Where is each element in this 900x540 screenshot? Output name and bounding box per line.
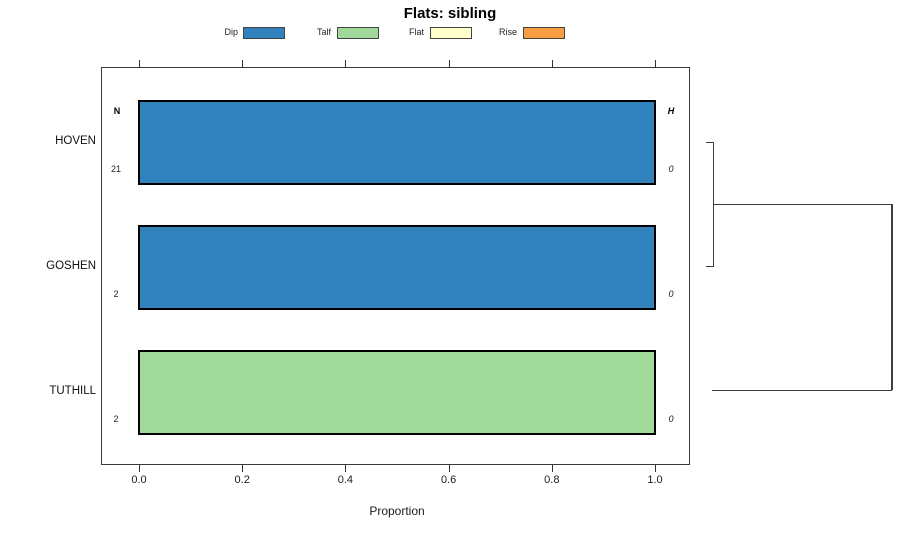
x-axis-tick-top [655, 60, 656, 67]
x-axis-tick-top [345, 60, 347, 67]
h-value: 0 [668, 164, 674, 174]
chart-title: Flats: sibling [403, 5, 497, 22]
dendrogram-bracket-cap-bottom [706, 265, 714, 267]
bar-goshen [138, 225, 656, 310]
x-axis-tick-top [139, 60, 140, 67]
x-axis-tick-label: 0.0 [131, 474, 147, 486]
x-axis-tick-label: 0.6 [440, 474, 457, 486]
h-value: 0 [668, 289, 674, 299]
legend-swatch [337, 27, 379, 39]
bar-tuthill [138, 350, 656, 435]
n-value: 21 [110, 164, 121, 174]
legend-swatch [523, 27, 565, 39]
x-axis-tick-top [242, 60, 244, 67]
n-value: 2 [113, 414, 119, 424]
dendrogram-leaf-horizontal [712, 389, 892, 391]
legend-label: Flat [408, 27, 424, 37]
legend-label: Rise [498, 27, 517, 37]
h-value: 0 [668, 414, 674, 424]
legend-swatch [243, 27, 285, 39]
bar-segment-dip [140, 102, 654, 183]
dendrogram-root-vertical [891, 204, 893, 390]
dendrogram-merge-horizontal [713, 203, 892, 205]
plot-area-border [101, 67, 690, 465]
x-axis-label: Proportion [369, 504, 425, 518]
x-axis-tick-top [448, 60, 450, 67]
x-axis-tick-label: 1.0 [647, 474, 663, 486]
x-axis-tick-bottom [551, 465, 553, 472]
bar-segment-talf [140, 352, 654, 433]
legend-label: Talf [316, 27, 331, 37]
category-label-goshen: GOSHEN [46, 259, 96, 272]
x-axis-tick-bottom [345, 465, 347, 472]
x-axis-tick-label: 0.8 [544, 474, 560, 486]
x-axis-tick-label: 0.4 [337, 474, 354, 486]
x-axis-tick-label: 0.2 [234, 474, 250, 486]
bar-segment-dip [140, 227, 654, 308]
dendrogram-bracket-cap-top [706, 141, 714, 143]
x-axis-tick-bottom [242, 465, 244, 472]
n-column-header: N [113, 106, 121, 116]
n-value: 2 [113, 289, 119, 299]
x-axis-tick-bottom [655, 465, 656, 472]
legend-label: Dip [224, 27, 238, 37]
x-axis-tick-top [551, 60, 553, 67]
legend-swatch [430, 27, 472, 39]
x-axis-tick-bottom [139, 465, 140, 472]
category-label-hoven: HOVEN [55, 134, 96, 147]
legend: Dip Talf Flat Rise [0, 0, 900, 45]
h-column-header: H [667, 106, 675, 116]
category-label-tuthill: TUTHILL [49, 384, 96, 397]
x-axis-tick-bottom [448, 465, 450, 472]
bar-hoven [138, 100, 656, 185]
